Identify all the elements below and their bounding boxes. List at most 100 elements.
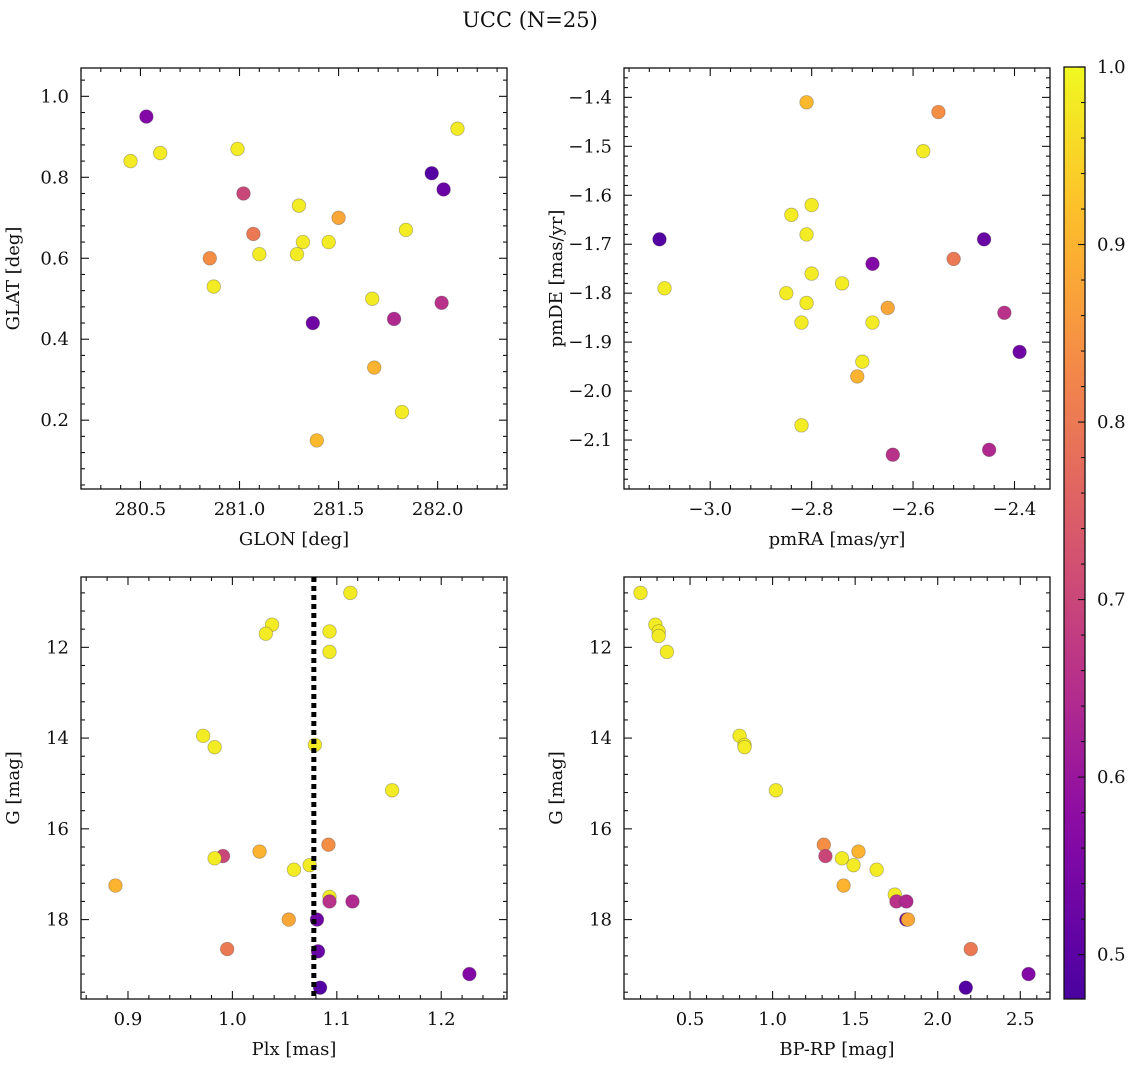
x-axis-label: GLON [deg] — [239, 529, 349, 550]
y-tick-label: −2.0 — [568, 381, 612, 402]
panel-glon-glat: 280.5 281.0 281.5 282.0 0.2 0.4 0.6 0.8 1.0 GLON … — [3, 67, 508, 550]
data-point — [804, 197, 819, 213]
x-tick-label: −2.8 — [790, 499, 834, 520]
data-point — [880, 300, 895, 316]
data-point — [799, 295, 814, 311]
data-point — [804, 266, 819, 281]
x-tick-label: 0.5 — [676, 1009, 705, 1030]
data-point — [737, 739, 752, 755]
y-axis-label: G [mag] — [3, 751, 24, 824]
data-point — [850, 369, 865, 384]
figure-title: UCC (N=25) — [462, 8, 598, 32]
y-axis-label: GLAT [deg] — [3, 227, 24, 331]
data-point — [846, 857, 861, 873]
y-tick-label: 18 — [589, 910, 612, 931]
y-tick-label: −2.1 — [568, 430, 612, 451]
x-tick-label: 0.9 — [114, 1009, 143, 1030]
axes-frame — [80, 576, 508, 1000]
x-tick-label: 282.0 — [412, 499, 464, 520]
data-point — [312, 980, 328, 995]
x-tick-label: 1.1 — [322, 1009, 351, 1030]
data-point — [779, 285, 794, 301]
y-tick-label: 0.2 — [40, 410, 69, 431]
y-tick-label: −1.4 — [568, 87, 612, 108]
x-tick-label: −2.4 — [993, 499, 1037, 520]
data-point — [252, 247, 267, 262]
data-point — [345, 894, 360, 909]
data-point — [246, 226, 261, 242]
data-point — [321, 837, 336, 852]
axes-frame — [623, 576, 1051, 1000]
data-point — [286, 862, 302, 877]
y-tick-label: 14 — [46, 728, 69, 749]
panel-pmra-pmde: −3.0 −2.8 −2.6 −2.4 −2.1 −2.0 −1.9 −1.8 −1.7 −1.6… — [546, 67, 1051, 550]
data-point — [207, 851, 222, 866]
y-tick-label: 0.6 — [40, 248, 69, 269]
axes-frame — [623, 67, 1051, 490]
data-point — [834, 851, 850, 866]
y-tick-label: −1.9 — [568, 332, 612, 353]
data-point — [434, 295, 449, 310]
data-point — [153, 145, 168, 161]
colorbar: 0.5 0.6 0.7 0.8 0.9 1.0 — [1063, 57, 1126, 1000]
data-point — [946, 251, 961, 267]
data-point — [784, 207, 799, 223]
data-point — [836, 878, 851, 893]
data-point — [195, 728, 211, 744]
data-point — [818, 848, 833, 864]
x-tick-label: 2.5 — [1006, 1009, 1035, 1030]
colorbar-tick-label: 0.8 — [1097, 412, 1126, 433]
data-point — [958, 980, 973, 995]
data-point — [436, 182, 451, 197]
data-point — [321, 234, 336, 250]
data-point — [900, 912, 916, 927]
data-point — [462, 966, 477, 982]
data-point — [855, 354, 870, 369]
data-point — [398, 222, 414, 238]
data-point — [289, 247, 305, 262]
data-point — [834, 276, 850, 291]
data-point — [291, 198, 307, 213]
x-tick-label: 281.0 — [214, 499, 266, 520]
x-tick-label: 1.0 — [218, 1009, 247, 1030]
colorbar-tick-label: 1.0 — [1097, 57, 1126, 78]
data-point — [976, 232, 992, 247]
y-tick-label: −1.7 — [568, 234, 612, 255]
data-point — [236, 186, 251, 201]
data-point — [1012, 344, 1027, 360]
colorbar-tick-label: 0.9 — [1097, 235, 1126, 256]
x-tick-label: 1.5 — [841, 1009, 870, 1030]
y-axis-label: pmDE [mas/yr] — [546, 210, 567, 348]
data-point — [295, 234, 311, 250]
data-point — [981, 442, 997, 458]
data-point — [219, 941, 235, 957]
data-point — [322, 894, 337, 909]
data-point — [997, 305, 1012, 320]
colorbar-tick-label: 0.6 — [1097, 767, 1126, 788]
x-tick-label: −2.6 — [891, 499, 935, 520]
data-point — [885, 447, 900, 462]
y-tick-label: 12 — [46, 637, 69, 658]
data-point — [230, 141, 245, 157]
x-axis-label: pmRA [mas/yr] — [769, 529, 906, 550]
x-tick-label: −3.0 — [688, 499, 732, 520]
data-point — [799, 95, 814, 110]
x-tick-label: 2.0 — [923, 1009, 952, 1030]
y-tick-label: 0.8 — [40, 167, 69, 188]
data-point — [365, 291, 380, 306]
data-point — [633, 585, 648, 601]
data-point — [657, 281, 672, 296]
data-point — [252, 844, 267, 859]
colorbar-tick-label: 0.7 — [1097, 590, 1126, 611]
data-point — [258, 626, 274, 641]
data-point — [331, 210, 346, 225]
y-tick-label: 14 — [589, 728, 612, 749]
data-point — [1021, 966, 1036, 982]
y-tick-label: −1.8 — [568, 283, 612, 304]
data-point — [139, 109, 154, 124]
data-point — [424, 166, 439, 181]
data-point — [123, 153, 138, 169]
y-tick-label: 16 — [589, 819, 612, 840]
x-axis-label: BP-RP [mag] — [779, 1039, 894, 1060]
